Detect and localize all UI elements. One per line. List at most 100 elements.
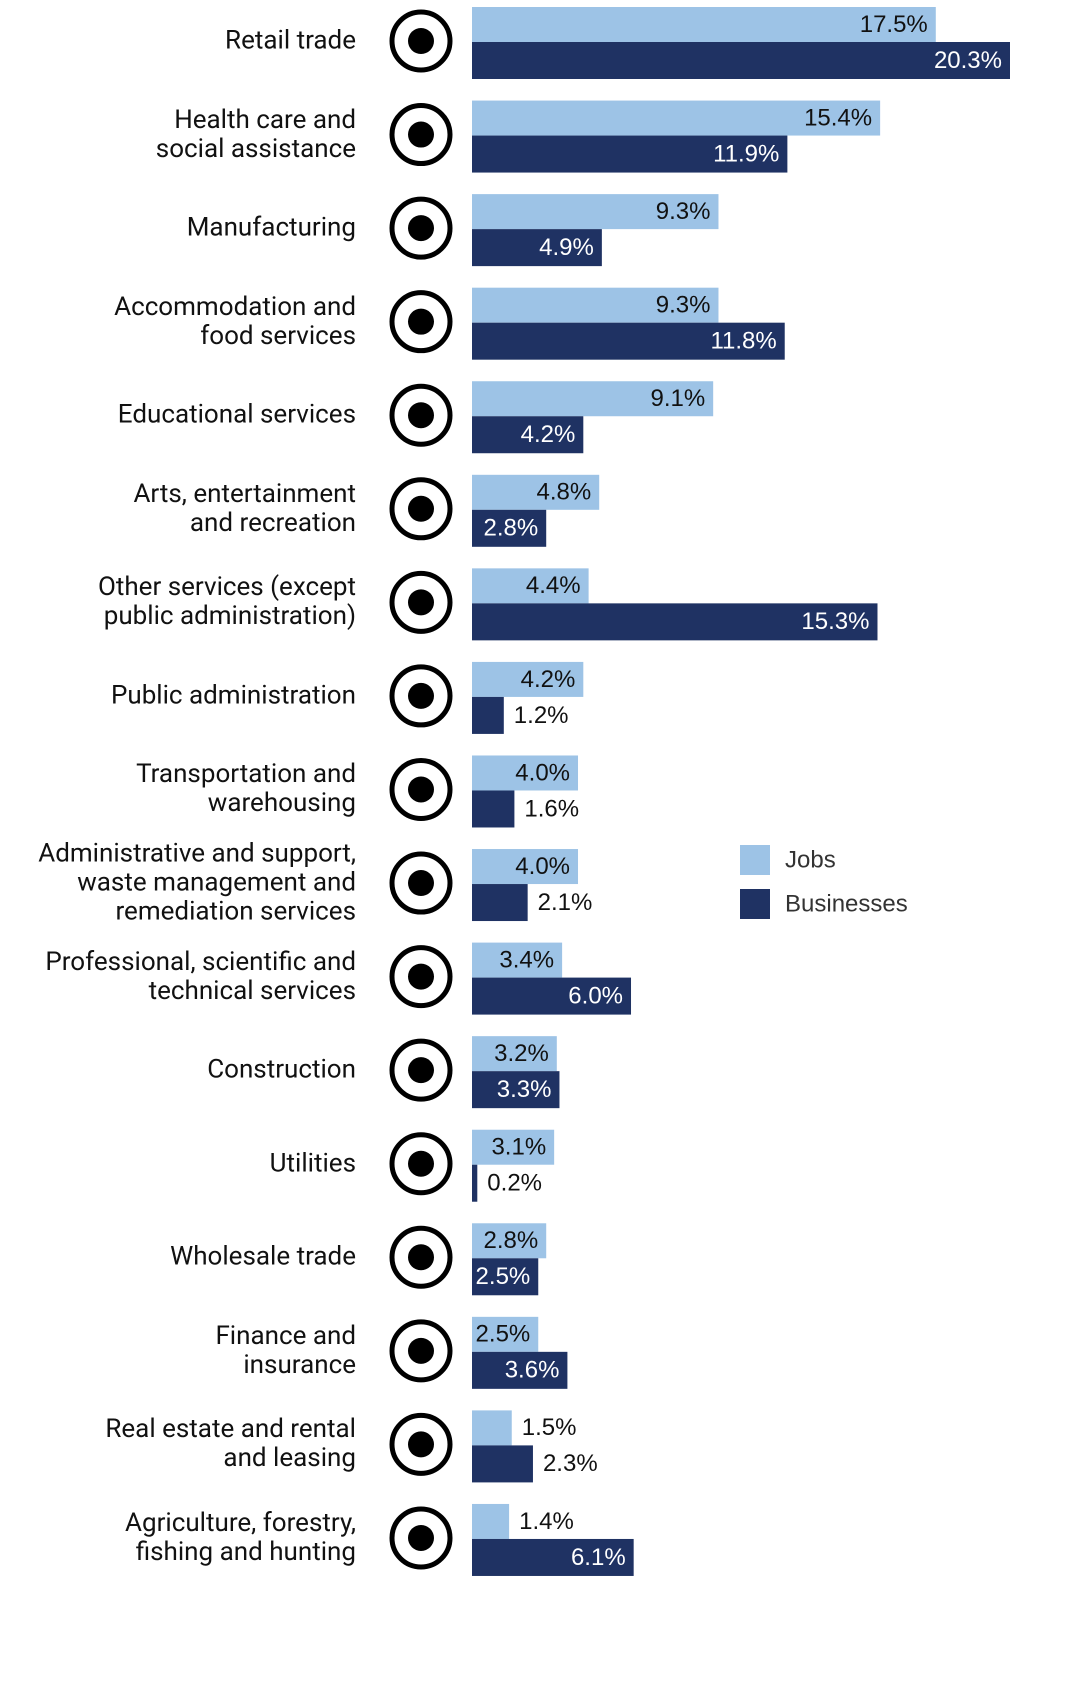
bar xyxy=(472,100,881,136)
category-icon xyxy=(389,9,453,73)
category-icon xyxy=(389,664,453,728)
icon-ring xyxy=(389,757,453,821)
category-icon xyxy=(389,1319,453,1383)
category-label: Educational services xyxy=(117,399,356,430)
icon-glyph xyxy=(408,215,434,242)
category-icon xyxy=(389,196,453,260)
value-label: 4.8% xyxy=(537,479,592,506)
icon-glyph xyxy=(408,402,434,429)
bar xyxy=(472,1445,533,1483)
icon-ring xyxy=(389,570,453,634)
category-label: Health care and social assistance xyxy=(155,104,356,164)
category-icon xyxy=(389,1132,453,1196)
value-label: 1.5% xyxy=(522,1414,577,1441)
icon-ring xyxy=(389,945,453,1009)
value-label: 3.2% xyxy=(494,1040,549,1067)
category-label: Professional, scientific and technical s… xyxy=(45,946,356,1006)
bar xyxy=(472,381,714,417)
icon-ring xyxy=(389,1319,453,1383)
icon-ring xyxy=(389,1506,453,1570)
category-icon xyxy=(389,290,453,354)
value-label: 9.1% xyxy=(650,385,705,412)
category-label: Manufacturing xyxy=(186,212,356,243)
category-icon xyxy=(389,103,453,167)
value-label: 6.0% xyxy=(568,982,623,1009)
icon-ring xyxy=(389,1038,453,1102)
icon-glyph xyxy=(408,589,434,616)
value-label: 4.2% xyxy=(521,666,576,693)
value-label: 4.2% xyxy=(521,421,576,448)
value-label: 4.0% xyxy=(515,853,570,880)
bar xyxy=(472,1351,568,1389)
category-label: Accommodation and food services xyxy=(114,291,356,351)
bar xyxy=(472,1258,539,1296)
category-label: Transportation and warehousing xyxy=(136,759,356,819)
bar xyxy=(472,942,563,978)
category-icon xyxy=(389,851,453,915)
icon-glyph xyxy=(408,1524,434,1551)
category-label: Construction xyxy=(207,1054,356,1085)
category-icon xyxy=(389,477,453,541)
value-label: 4.9% xyxy=(539,234,594,261)
icon-glyph xyxy=(408,121,434,148)
bar xyxy=(472,661,584,697)
value-label: 4.4% xyxy=(526,572,581,599)
value-label: 2.3% xyxy=(543,1450,598,1477)
bar xyxy=(472,1316,539,1352)
icon-glyph xyxy=(408,1244,434,1271)
icon-glyph xyxy=(408,495,434,522)
category-label: Administrative and support, waste manage… xyxy=(38,838,356,927)
category-icon xyxy=(389,1225,453,1289)
category-label: Wholesale trade xyxy=(170,1241,356,1272)
category-icon xyxy=(389,945,453,1009)
bar xyxy=(472,977,632,1015)
bar xyxy=(472,1538,634,1576)
bar xyxy=(472,509,547,547)
bar xyxy=(472,135,788,173)
bar xyxy=(472,1036,557,1072)
value-label: 20.3% xyxy=(934,47,1002,74)
icon-glyph xyxy=(408,1057,434,1084)
icon-glyph xyxy=(408,1150,434,1177)
value-label: 2.8% xyxy=(484,515,539,542)
value-label: 2.5% xyxy=(476,1321,531,1348)
icon-ring xyxy=(389,383,453,447)
value-label: 11.9% xyxy=(713,140,779,167)
bar xyxy=(472,849,579,885)
bar xyxy=(472,1410,512,1446)
category-label: Utilities xyxy=(269,1148,356,1179)
category-label: Other services (except public administra… xyxy=(97,572,356,632)
bar xyxy=(472,322,785,360)
icon-ring xyxy=(389,1132,453,1196)
category-icon xyxy=(389,383,453,447)
bar xyxy=(472,755,579,791)
icon-glyph xyxy=(408,28,434,54)
bar xyxy=(472,229,602,267)
bar xyxy=(472,884,528,922)
icon-glyph xyxy=(408,1337,434,1364)
bar xyxy=(472,416,584,454)
category-icon xyxy=(389,570,453,634)
icon-ring xyxy=(389,477,453,541)
category-icon xyxy=(389,1038,453,1102)
category-label: Finance and insurance xyxy=(215,1320,356,1380)
icon-ring xyxy=(389,664,453,728)
bar xyxy=(472,474,600,510)
category-label: Public administration xyxy=(110,680,356,711)
icon-ring xyxy=(389,103,453,167)
bar xyxy=(472,790,515,828)
category-label: Retail trade xyxy=(225,25,356,56)
bar xyxy=(472,194,719,230)
value-label: 3.1% xyxy=(491,1134,546,1161)
icon-ring xyxy=(389,196,453,260)
category-icon xyxy=(389,1412,453,1476)
value-label: 4.0% xyxy=(515,759,570,786)
value-label: 9.3% xyxy=(656,292,711,319)
icon-ring xyxy=(389,9,453,73)
value-label: 11.8% xyxy=(710,328,776,355)
value-label: 15.3% xyxy=(801,608,869,635)
value-label: 2.5% xyxy=(476,1263,531,1290)
icon-glyph xyxy=(408,682,434,709)
